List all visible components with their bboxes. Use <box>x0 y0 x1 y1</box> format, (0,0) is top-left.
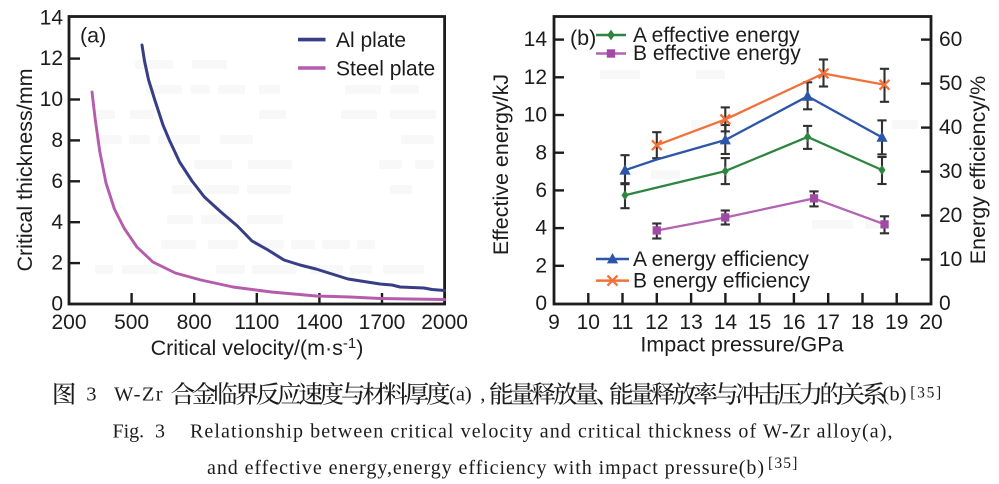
svg-text:1400: 1400 <box>296 311 343 334</box>
svg-text:0: 0 <box>939 292 951 315</box>
svg-text:8: 8 <box>535 141 547 164</box>
svg-text:18: 18 <box>851 311 874 334</box>
svg-text:8: 8 <box>51 129 63 152</box>
svg-text:40: 40 <box>939 116 962 139</box>
svg-text:20: 20 <box>939 204 962 227</box>
svg-text:30: 30 <box>939 160 962 183</box>
svg-text:W-Zr: W-Zr <box>114 384 164 406</box>
svg-text:11: 11 <box>612 311 634 334</box>
svg-text:9: 9 <box>548 311 560 334</box>
svg-text:10: 10 <box>577 311 600 334</box>
svg-text:Relationship between critical: Relationship between critical velocity a… <box>190 421 893 443</box>
svg-text:Critical thickness/mm: Critical thickness/mm <box>13 68 37 271</box>
svg-text:,: , <box>480 384 485 406</box>
svg-text:Fig.: Fig. <box>113 421 145 443</box>
svg-text:6: 6 <box>51 170 63 193</box>
svg-text:[35]: [35] <box>768 455 799 472</box>
svg-text:50: 50 <box>939 72 962 95</box>
svg-text:15: 15 <box>748 311 771 334</box>
svg-text:Al plate: Al plate <box>336 29 406 52</box>
svg-text:0: 0 <box>51 293 63 316</box>
svg-text:800: 800 <box>177 311 212 334</box>
svg-text:2: 2 <box>51 252 63 275</box>
svg-text:B effective energy: B effective energy <box>633 42 801 65</box>
svg-text:(a): (a) <box>80 24 106 48</box>
svg-text:Energy efficiency/%: Energy efficiency/% <box>966 76 990 264</box>
svg-text:16: 16 <box>782 311 805 334</box>
svg-text:(a): (a) <box>449 384 472 406</box>
svg-text:10: 10 <box>40 88 63 111</box>
svg-text:[35]: [35] <box>910 384 943 401</box>
svg-text:20: 20 <box>919 311 942 334</box>
svg-text:500: 500 <box>114 311 149 334</box>
svg-text:2000: 2000 <box>421 311 468 334</box>
svg-text:14: 14 <box>524 28 548 51</box>
svg-text:3: 3 <box>86 384 96 406</box>
svg-text:13: 13 <box>679 311 702 334</box>
svg-text:A energy efficiency: A energy efficiency <box>633 248 809 271</box>
svg-text:B energy efficiency: B energy efficiency <box>633 270 811 293</box>
svg-text:4: 4 <box>535 217 547 240</box>
svg-text:(b): (b) <box>883 384 907 406</box>
svg-text:19: 19 <box>885 311 908 334</box>
svg-text:A effective energy: A effective energy <box>633 24 800 47</box>
svg-text:12: 12 <box>645 311 668 334</box>
svg-text:2: 2 <box>535 254 547 277</box>
svg-text:Impact pressure/GPa: Impact pressure/GPa <box>640 333 843 357</box>
svg-text:0: 0 <box>535 292 547 315</box>
svg-text:14: 14 <box>40 6 64 29</box>
svg-text:14: 14 <box>714 311 738 334</box>
svg-text:200: 200 <box>51 311 86 334</box>
svg-text:Critical velocity/(m·s-1): Critical velocity/(m·s-1) <box>151 335 364 360</box>
svg-text:12: 12 <box>524 66 547 89</box>
svg-text:6: 6 <box>535 179 547 202</box>
svg-text:and effective energy,energy ef: and effective energy,energy efficiency w… <box>207 457 764 479</box>
svg-text:4: 4 <box>51 211 63 234</box>
svg-text:Effective energy/kJ: Effective energy/kJ <box>489 74 513 255</box>
svg-text:(b): (b) <box>570 26 596 50</box>
svg-text:12: 12 <box>40 47 63 70</box>
svg-text:10: 10 <box>524 104 547 127</box>
svg-text:1100: 1100 <box>234 311 279 334</box>
svg-text:60: 60 <box>939 28 962 51</box>
svg-text:17: 17 <box>817 311 840 334</box>
svg-text:10: 10 <box>939 248 962 271</box>
svg-text:3: 3 <box>155 421 165 443</box>
svg-text:1700: 1700 <box>359 311 406 334</box>
svg-text:Steel plate: Steel plate <box>336 58 435 81</box>
